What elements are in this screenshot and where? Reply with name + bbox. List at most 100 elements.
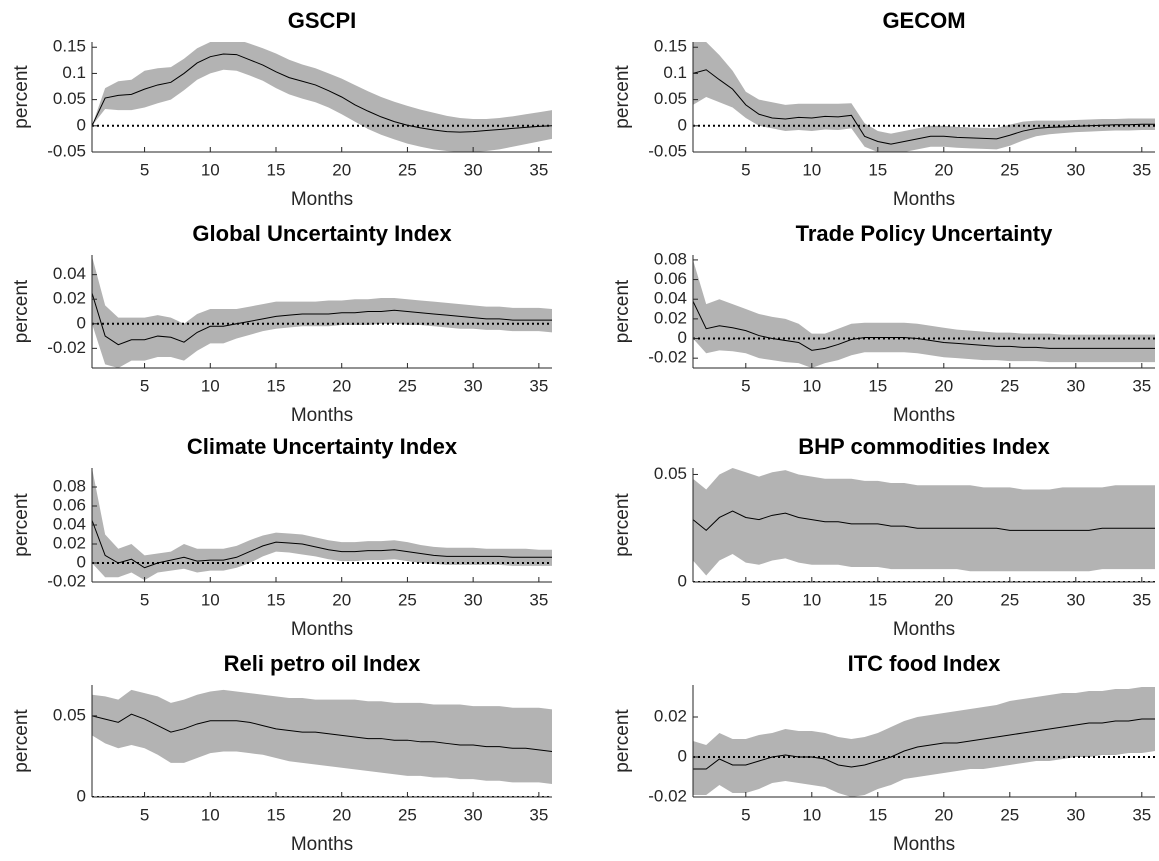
y-tick-label: 0.02 bbox=[654, 308, 687, 327]
plot-area bbox=[693, 259, 1155, 368]
response-line bbox=[693, 510, 1155, 532]
y-axis-label: percent bbox=[612, 279, 633, 343]
x-tick-label: 20 bbox=[332, 160, 351, 179]
y-tick-label: 0.06 bbox=[53, 495, 86, 514]
x-tick-label: 5 bbox=[140, 160, 149, 179]
confidence-band bbox=[693, 259, 1155, 368]
y-tick-label: 0 bbox=[678, 571, 687, 590]
response-line bbox=[693, 69, 1155, 145]
x-tick-label: 25 bbox=[398, 160, 417, 179]
x-tick-label: 10 bbox=[802, 590, 821, 609]
y-tick-label: -0.02 bbox=[47, 571, 86, 590]
panel-title: Global Uncertainty Index bbox=[192, 221, 452, 246]
panel-title: GECOM bbox=[882, 8, 965, 33]
x-tick-label: 35 bbox=[1132, 160, 1151, 179]
y-tick-label: -0.02 bbox=[648, 348, 687, 367]
plot-area bbox=[92, 42, 552, 152]
x-axis-label: Months bbox=[893, 834, 955, 855]
panel: 5 10 15 20 25 30 35 -0.05 0 0.05 0.1 0.15 GECOM Month… bbox=[612, 8, 1155, 210]
y-tick-label: 0.1 bbox=[62, 63, 86, 82]
x-tick-label: 10 bbox=[201, 376, 220, 395]
response-line bbox=[693, 300, 1155, 351]
confidence-band bbox=[693, 468, 1155, 576]
y-tick-label: 0 bbox=[77, 313, 86, 332]
panel-title: Reli petro oil Index bbox=[224, 651, 422, 676]
x-tick-label: 35 bbox=[1132, 590, 1151, 609]
x-tick-label: 10 bbox=[802, 805, 821, 824]
x-axis-label: Months bbox=[893, 189, 955, 210]
y-axis-label: percent bbox=[11, 709, 32, 773]
x-tick-label: 5 bbox=[741, 590, 750, 609]
x-tick-label: 30 bbox=[464, 376, 483, 395]
x-tick-label: 35 bbox=[529, 590, 548, 609]
x-tick-label: 15 bbox=[868, 590, 887, 609]
panel: 5 10 15 20 25 30 35 0 0.05 BHP commodities Index M… bbox=[612, 434, 1155, 640]
x-tick-label: 10 bbox=[802, 160, 821, 179]
x-tick-label: 5 bbox=[741, 160, 750, 179]
x-tick-label: 20 bbox=[934, 160, 953, 179]
x-tick-label: 5 bbox=[741, 805, 750, 824]
response-line bbox=[92, 53, 552, 133]
y-tick-label: -0.05 bbox=[648, 141, 687, 160]
response-line bbox=[92, 292, 552, 346]
y-axis-label: percent bbox=[11, 65, 32, 129]
x-tick-label: 25 bbox=[1000, 590, 1019, 609]
x-axis-label: Months bbox=[291, 619, 353, 640]
x-tick-label: 25 bbox=[1000, 160, 1019, 179]
y-tick-label: 0 bbox=[77, 115, 86, 134]
y-tick-label: 0.05 bbox=[53, 705, 86, 724]
y-axis-label: percent bbox=[11, 279, 32, 343]
x-tick-label: 20 bbox=[332, 376, 351, 395]
panel-title: BHP commodities Index bbox=[798, 434, 1050, 459]
x-axis-label: Months bbox=[291, 405, 353, 426]
panel-title: GSCPI bbox=[288, 8, 356, 33]
x-tick-label: 5 bbox=[140, 590, 149, 609]
plot-area bbox=[693, 687, 1155, 797]
y-axis-label: percent bbox=[11, 493, 32, 557]
plot-area bbox=[693, 468, 1155, 582]
panel: 5 10 15 20 25 30 35 -0.02 0 0.02 ITC food Index Mon… bbox=[612, 651, 1155, 855]
x-tick-label: 30 bbox=[464, 805, 483, 824]
x-tick-label: 30 bbox=[464, 160, 483, 179]
x-tick-label: 30 bbox=[1066, 160, 1085, 179]
y-tick-label: 0.15 bbox=[654, 37, 687, 56]
confidence-band bbox=[92, 468, 552, 581]
confidence-band bbox=[92, 42, 552, 152]
y-axis-label: percent bbox=[612, 493, 633, 557]
y-tick-label: 0.15 bbox=[53, 37, 86, 56]
x-tick-label: 35 bbox=[1132, 376, 1151, 395]
x-tick-label: 25 bbox=[1000, 805, 1019, 824]
response-line bbox=[693, 718, 1155, 770]
x-tick-label: 15 bbox=[868, 160, 887, 179]
y-tick-label: 0.04 bbox=[53, 264, 86, 283]
y-tick-label: 0.08 bbox=[53, 476, 86, 495]
confidence-band bbox=[693, 42, 1155, 152]
y-tick-label: 0 bbox=[678, 115, 687, 134]
x-tick-label: 35 bbox=[529, 160, 548, 179]
x-axis-label: Months bbox=[893, 619, 955, 640]
plot-area bbox=[92, 256, 552, 368]
y-tick-label: 0.1 bbox=[663, 63, 687, 82]
y-tick-label: 0 bbox=[77, 786, 86, 805]
x-tick-label: 25 bbox=[398, 590, 417, 609]
x-tick-label: 15 bbox=[868, 376, 887, 395]
y-tick-label: 0 bbox=[77, 552, 86, 571]
x-tick-label: 15 bbox=[267, 160, 286, 179]
y-axis-label: percent bbox=[612, 65, 633, 129]
x-tick-label: 15 bbox=[267, 376, 286, 395]
confidence-band bbox=[92, 689, 552, 785]
y-tick-label: 0.02 bbox=[53, 289, 86, 308]
x-tick-label: 20 bbox=[332, 805, 351, 824]
y-tick-label: 0.08 bbox=[654, 249, 687, 268]
x-tick-label: 25 bbox=[398, 376, 417, 395]
x-tick-label: 20 bbox=[332, 590, 351, 609]
x-tick-label: 15 bbox=[267, 805, 286, 824]
x-tick-label: 20 bbox=[934, 590, 953, 609]
panel: 5 10 15 20 25 30 35 -0.02 0 0.02 0.04 Global Uncert… bbox=[11, 221, 552, 426]
y-tick-label: 0 bbox=[678, 746, 687, 765]
y-tick-label: -0.02 bbox=[47, 338, 86, 357]
x-tick-label: 25 bbox=[398, 805, 417, 824]
x-tick-label: 5 bbox=[140, 805, 149, 824]
